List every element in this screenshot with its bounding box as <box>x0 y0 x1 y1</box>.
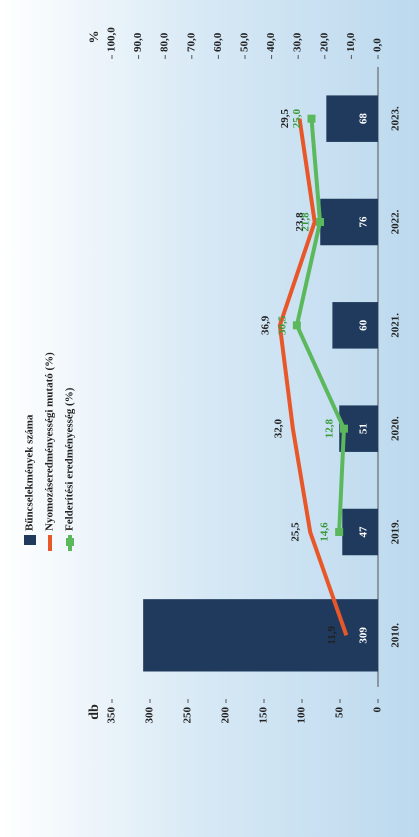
line-value-label: 11,9 <box>326 626 338 645</box>
bar-value-label: 51 <box>358 423 370 434</box>
y2-axis-label: % <box>86 31 101 44</box>
y-tick-label: 150 <box>258 707 270 724</box>
legend-label: Bűncselekmények száma <box>24 414 36 531</box>
y-tick-label: 350 <box>106 707 118 724</box>
legend-label: Felderítési eredményesség (%) <box>64 387 76 531</box>
line-value-label: 30,5 <box>276 315 288 335</box>
y-tick-label: 100 <box>296 707 308 724</box>
x-tick-label: 2020. <box>390 416 402 441</box>
line-value-label: 29,5 <box>279 109 291 129</box>
line-marker <box>292 321 301 330</box>
line-value-label: 23,8 <box>294 212 306 232</box>
legend-label: Nyomozáseredményességi mutató (%) <box>44 352 56 531</box>
line-value-label: 14,6 <box>319 522 331 542</box>
x-tick-label: 2023. <box>390 106 402 131</box>
line-value-label: 32,0 <box>272 419 284 439</box>
legend-swatch <box>24 535 36 545</box>
y2-tick-label: 0,0 <box>372 38 384 52</box>
y-tick-label: 50 <box>334 707 346 719</box>
bar-value-label: 76 <box>358 216 370 228</box>
x-tick-label: 2010. <box>390 623 402 648</box>
bar <box>320 198 378 246</box>
bar <box>143 599 378 672</box>
legend-swatch <box>66 538 74 546</box>
x-tick-label: 2019. <box>390 519 402 544</box>
line-marker <box>339 424 348 433</box>
y-tick-label: 200 <box>220 707 232 724</box>
bar-value-label: 68 <box>358 113 370 125</box>
y2-tick-label: 40,0 <box>265 32 277 52</box>
y2-tick-label: 70,0 <box>185 32 197 52</box>
bar-value-label: 60 <box>358 319 370 331</box>
bar-value-label: 47 <box>358 526 370 538</box>
line-marker <box>307 114 316 123</box>
y2-tick-label: 100,0 <box>106 27 118 52</box>
line-value-label: 12,8 <box>323 419 335 439</box>
line-marker <box>316 218 325 226</box>
rotated-chart: db % 0 50 100 150 200 250 300 350 0,0 10,0 20,0 30,… <box>24 27 402 724</box>
y-tick-label: 300 <box>144 707 156 724</box>
x-tick-label: 2022. <box>390 209 402 234</box>
line-value-label: 25,5 <box>290 522 302 542</box>
line-value-label: 36,9 <box>259 315 271 335</box>
bar <box>326 95 379 142</box>
y2-tick-label: 90,0 <box>132 32 144 52</box>
line <box>277 118 349 636</box>
bar <box>342 508 378 556</box>
y-axis-label: db <box>87 704 102 720</box>
bar <box>332 302 378 349</box>
y2-tick-label: 30,0 <box>292 32 304 52</box>
y-tick-label: 250 <box>182 707 194 724</box>
x-tick-label: 2021. <box>390 313 402 338</box>
y-tick-label: 0 <box>372 707 384 713</box>
bar-value-label: 309 <box>358 627 370 644</box>
y2-tick-label: 50,0 <box>239 32 251 52</box>
y2-tick-label: 20,0 <box>318 32 330 52</box>
line-value-label: 25,0 <box>291 109 303 129</box>
line-marker <box>335 528 344 536</box>
y2-tick-label: 80,0 <box>159 32 171 52</box>
y2-tick-label: 60,0 <box>212 32 224 52</box>
line-value-label: 21,8 <box>300 212 312 232</box>
bar <box>339 405 378 452</box>
y2-tick-label: 10,0 <box>345 32 357 52</box>
